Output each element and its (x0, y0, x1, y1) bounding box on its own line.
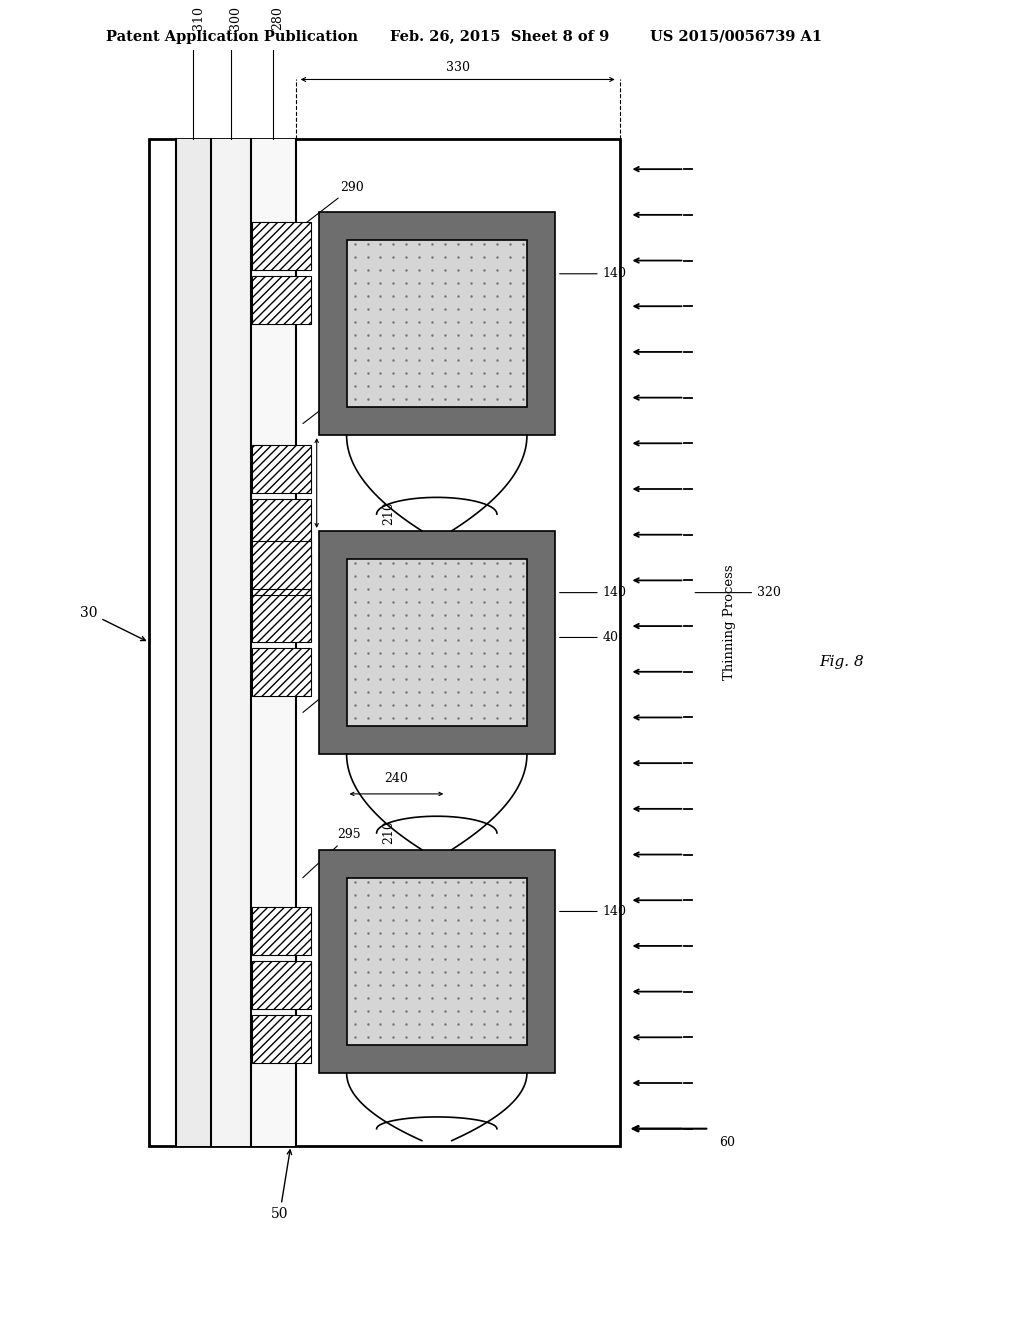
Text: 300: 300 (229, 5, 243, 29)
Text: 280: 280 (271, 5, 285, 29)
Bar (252, 276, 310, 323)
Text: 140: 140 (559, 906, 627, 917)
Bar (252, 594, 310, 643)
Text: 240: 240 (384, 772, 409, 785)
Bar (251, 140, 296, 1146)
Text: 30: 30 (80, 606, 145, 640)
Text: 310: 310 (191, 5, 205, 29)
Text: 40: 40 (559, 631, 618, 644)
Text: 200: 200 (425, 611, 438, 635)
Text: 290: 290 (303, 181, 365, 226)
Text: 330: 330 (445, 61, 470, 74)
Bar (318, 213, 555, 436)
Bar (252, 907, 310, 956)
Text: 200: 200 (425, 292, 438, 315)
Bar (252, 445, 310, 492)
Text: 140: 140 (559, 586, 627, 599)
Text: 290: 290 (303, 379, 365, 424)
Bar (252, 961, 310, 1008)
Bar (346, 240, 527, 408)
Bar (252, 1015, 310, 1063)
Text: 210: 210 (382, 820, 395, 843)
Bar (252, 648, 310, 696)
Bar (346, 558, 527, 726)
Text: Patent Application Publication: Patent Application Publication (106, 29, 358, 44)
Text: 210: 210 (382, 502, 395, 525)
Bar (252, 541, 310, 589)
Bar (252, 553, 310, 601)
Bar (318, 531, 555, 754)
Bar (346, 878, 527, 1045)
Bar (176, 140, 211, 1146)
Text: Fig. 8: Fig. 8 (819, 655, 863, 669)
Text: Thinning Process: Thinning Process (723, 565, 735, 680)
Text: Feb. 26, 2015  Sheet 8 of 9: Feb. 26, 2015 Sheet 8 of 9 (390, 29, 609, 44)
Text: 140: 140 (559, 267, 627, 280)
Text: 60: 60 (719, 1137, 735, 1150)
Bar (252, 222, 310, 269)
Text: 295: 295 (303, 828, 361, 878)
Text: 320: 320 (695, 586, 781, 599)
Text: 50: 50 (271, 1150, 292, 1221)
Text: 295: 295 (303, 668, 361, 713)
Bar (318, 850, 555, 1073)
Text: US 2015/0056739 A1: US 2015/0056739 A1 (649, 29, 821, 44)
Text: 200: 200 (425, 929, 438, 953)
Bar (150, 140, 620, 1146)
Bar (211, 140, 251, 1146)
Bar (252, 499, 310, 546)
Text: 250: 250 (288, 451, 300, 475)
